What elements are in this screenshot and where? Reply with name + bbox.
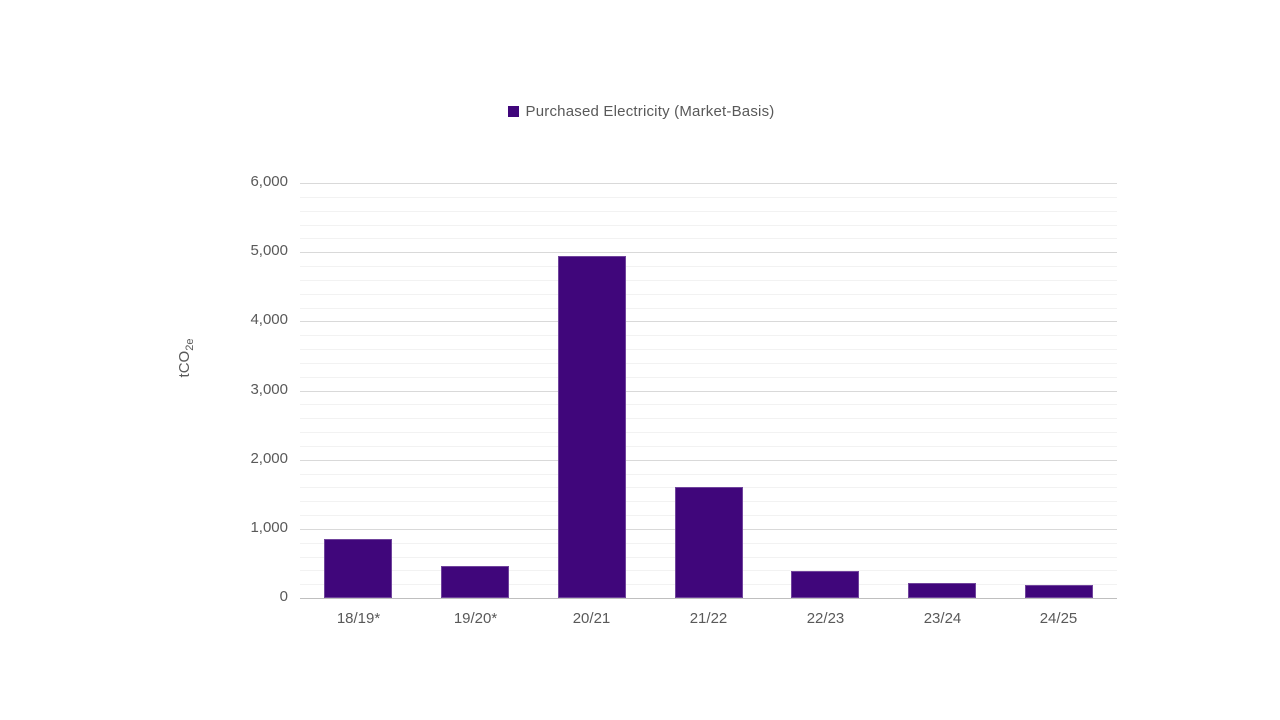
bar-24-25 [1025, 585, 1093, 598]
legend: Purchased Electricity (Market-Basis) [165, 103, 1117, 120]
minor-gridline [300, 280, 1117, 281]
major-gridline [300, 252, 1117, 253]
x-tick-label: 18/19* [336, 610, 381, 627]
bar-18-19 [324, 539, 392, 598]
bar-19-20 [441, 566, 509, 598]
minor-gridline [300, 349, 1117, 350]
bar-23-24 [908, 583, 976, 598]
minor-gridline [300, 363, 1117, 364]
minor-gridline [300, 377, 1117, 378]
major-gridline [300, 183, 1117, 184]
minor-gridline [300, 225, 1117, 226]
x-tick-label: 22/23 [806, 610, 845, 627]
x-tick-label: 20/21 [572, 610, 611, 627]
major-gridline [300, 460, 1117, 461]
minor-gridline [300, 446, 1117, 447]
y-tick-label: 1,000 [250, 519, 288, 536]
x-tick-label: 19/20* [453, 610, 498, 627]
y-tick-label: 5,000 [250, 242, 288, 259]
minor-gridline [300, 266, 1117, 267]
minor-gridline [300, 335, 1117, 336]
bar-22-23 [791, 571, 859, 598]
minor-gridline [300, 418, 1117, 419]
minor-gridline [300, 308, 1117, 309]
bar-20-21 [558, 256, 626, 598]
y-axis-title-main: tCO [176, 350, 193, 378]
legend-label: Purchased Electricity (Market-Basis) [525, 103, 775, 120]
minor-gridline [300, 197, 1117, 198]
major-gridline [300, 391, 1117, 392]
bar-21-22 [675, 487, 743, 598]
y-tick-label: 4,000 [250, 311, 288, 328]
minor-gridline [300, 404, 1117, 405]
x-tick-label: 24/25 [1039, 610, 1078, 627]
y-axis-title-subscript: 2e [184, 338, 196, 351]
x-tick-label: 23/24 [923, 610, 962, 627]
y-tick-label: 2,000 [250, 450, 288, 467]
plot-area [300, 183, 1117, 599]
x-axis-line [300, 598, 1117, 599]
minor-gridline [300, 211, 1117, 212]
minor-gridline [300, 474, 1117, 475]
major-gridline [300, 321, 1117, 322]
y-tick-label: 6,000 [250, 173, 288, 190]
x-tick-label: 21/22 [689, 610, 728, 627]
y-tick-label: 0 [279, 588, 288, 605]
minor-gridline [300, 294, 1117, 295]
y-tick-label: 3,000 [250, 381, 288, 398]
legend-swatch-icon [507, 106, 519, 117]
minor-gridline [300, 432, 1117, 433]
minor-gridline [300, 238, 1117, 239]
